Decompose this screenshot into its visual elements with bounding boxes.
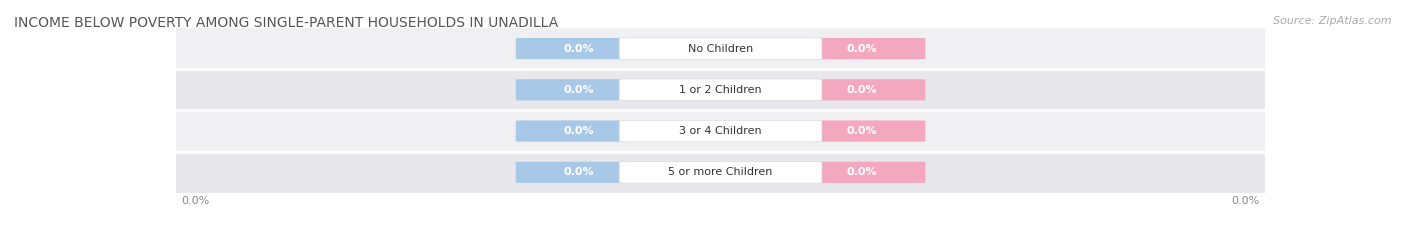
- FancyBboxPatch shape: [516, 79, 817, 100]
- Text: 0.0%: 0.0%: [1232, 196, 1260, 206]
- Text: Source: ZipAtlas.com: Source: ZipAtlas.com: [1274, 16, 1392, 26]
- FancyBboxPatch shape: [516, 120, 817, 142]
- Bar: [176, 152, 1265, 193]
- Text: INCOME BELOW POVERTY AMONG SINGLE-PARENT HOUSEHOLDS IN UNADILLA: INCOME BELOW POVERTY AMONG SINGLE-PARENT…: [14, 16, 558, 30]
- Text: 0.0%: 0.0%: [181, 196, 209, 206]
- FancyBboxPatch shape: [624, 162, 925, 183]
- Text: 0.0%: 0.0%: [846, 85, 877, 95]
- FancyBboxPatch shape: [619, 161, 823, 183]
- Text: 0.0%: 0.0%: [846, 44, 877, 54]
- FancyBboxPatch shape: [619, 120, 823, 142]
- FancyBboxPatch shape: [624, 38, 925, 59]
- FancyBboxPatch shape: [516, 38, 817, 59]
- FancyBboxPatch shape: [624, 79, 925, 100]
- Text: 0.0%: 0.0%: [846, 167, 877, 177]
- Text: 1 or 2 Children: 1 or 2 Children: [679, 85, 762, 95]
- Bar: [176, 110, 1265, 152]
- Text: No Children: No Children: [688, 44, 754, 54]
- Text: 0.0%: 0.0%: [564, 44, 595, 54]
- Text: 0.0%: 0.0%: [564, 126, 595, 136]
- Text: 3 or 4 Children: 3 or 4 Children: [679, 126, 762, 136]
- FancyBboxPatch shape: [624, 120, 925, 142]
- FancyBboxPatch shape: [516, 162, 817, 183]
- FancyBboxPatch shape: [619, 38, 823, 59]
- Bar: [176, 28, 1265, 69]
- Text: 0.0%: 0.0%: [564, 167, 595, 177]
- Text: 0.0%: 0.0%: [564, 85, 595, 95]
- Bar: [176, 69, 1265, 110]
- FancyBboxPatch shape: [619, 79, 823, 101]
- Text: 0.0%: 0.0%: [846, 126, 877, 136]
- Text: 5 or more Children: 5 or more Children: [668, 167, 773, 177]
